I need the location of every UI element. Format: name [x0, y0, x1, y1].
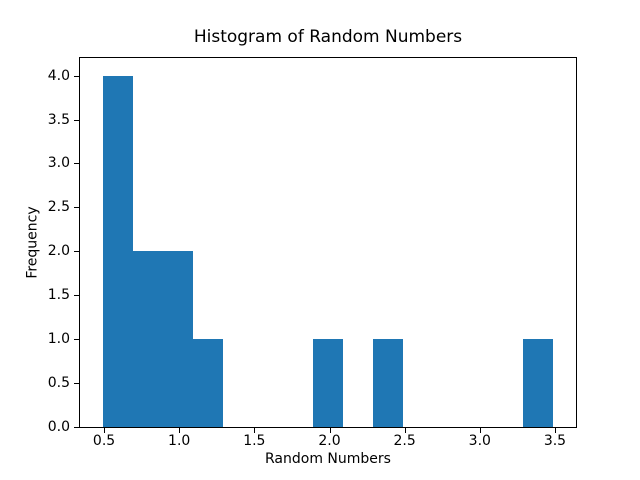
x-axis-label: Random Numbers: [265, 451, 391, 467]
x-tick-mark: [479, 428, 481, 433]
x-tick-label: 3.0: [468, 433, 491, 449]
histogram-bar: [132, 251, 163, 427]
y-tick-mark: [74, 207, 79, 209]
x-tick-label: 0.5: [92, 433, 116, 449]
x-tick-label: 2.0: [318, 433, 341, 449]
y-tick-mark: [74, 295, 79, 297]
histogram-bar: [373, 339, 404, 427]
x-tick-mark: [329, 428, 331, 433]
x-tick-mark: [554, 428, 556, 433]
y-tick-label: 4.0: [47, 67, 70, 84]
x-tick-mark: [179, 428, 181, 433]
y-tick-label: 2.0: [47, 243, 70, 260]
y-tick-mark: [74, 339, 79, 341]
chart-title: Histogram of Random Numbers: [193, 27, 463, 47]
x-tick-label: 1.5: [243, 433, 266, 449]
histogram-bar: [312, 339, 344, 427]
y-axis-label: Frequency: [24, 206, 41, 279]
x-tick-label: 2.5: [393, 433, 416, 449]
plot-border: [79, 57, 577, 428]
y-tick-mark: [74, 75, 79, 77]
y-tick-label: 3.5: [47, 111, 70, 128]
y-tick-mark: [74, 163, 79, 165]
y-tick-mark: [74, 119, 79, 121]
y-tick-label: 1.5: [47, 287, 70, 304]
x-tick-label: 3.5: [543, 433, 567, 449]
histogram-bar: [192, 339, 223, 427]
y-tick-mark: [74, 383, 79, 385]
y-tick-label: 1.0: [47, 331, 70, 348]
plot-area: [80, 58, 576, 427]
x-tick-mark: [254, 428, 256, 433]
histogram-bar: [102, 75, 133, 427]
x-tick-mark: [404, 428, 406, 433]
histogram-bar: [162, 251, 193, 427]
y-tick-label: 3.0: [47, 155, 70, 172]
x-tick-mark: [104, 428, 106, 433]
x-tick-label: 1.0: [168, 433, 191, 449]
y-tick-mark: [74, 251, 79, 253]
y-tick-label: 0.5: [47, 375, 70, 392]
y-tick-mark: [74, 427, 79, 428]
y-tick-label: 0.0: [47, 419, 70, 435]
histogram-bar: [523, 339, 554, 427]
y-tick-label: 2.5: [47, 199, 70, 216]
